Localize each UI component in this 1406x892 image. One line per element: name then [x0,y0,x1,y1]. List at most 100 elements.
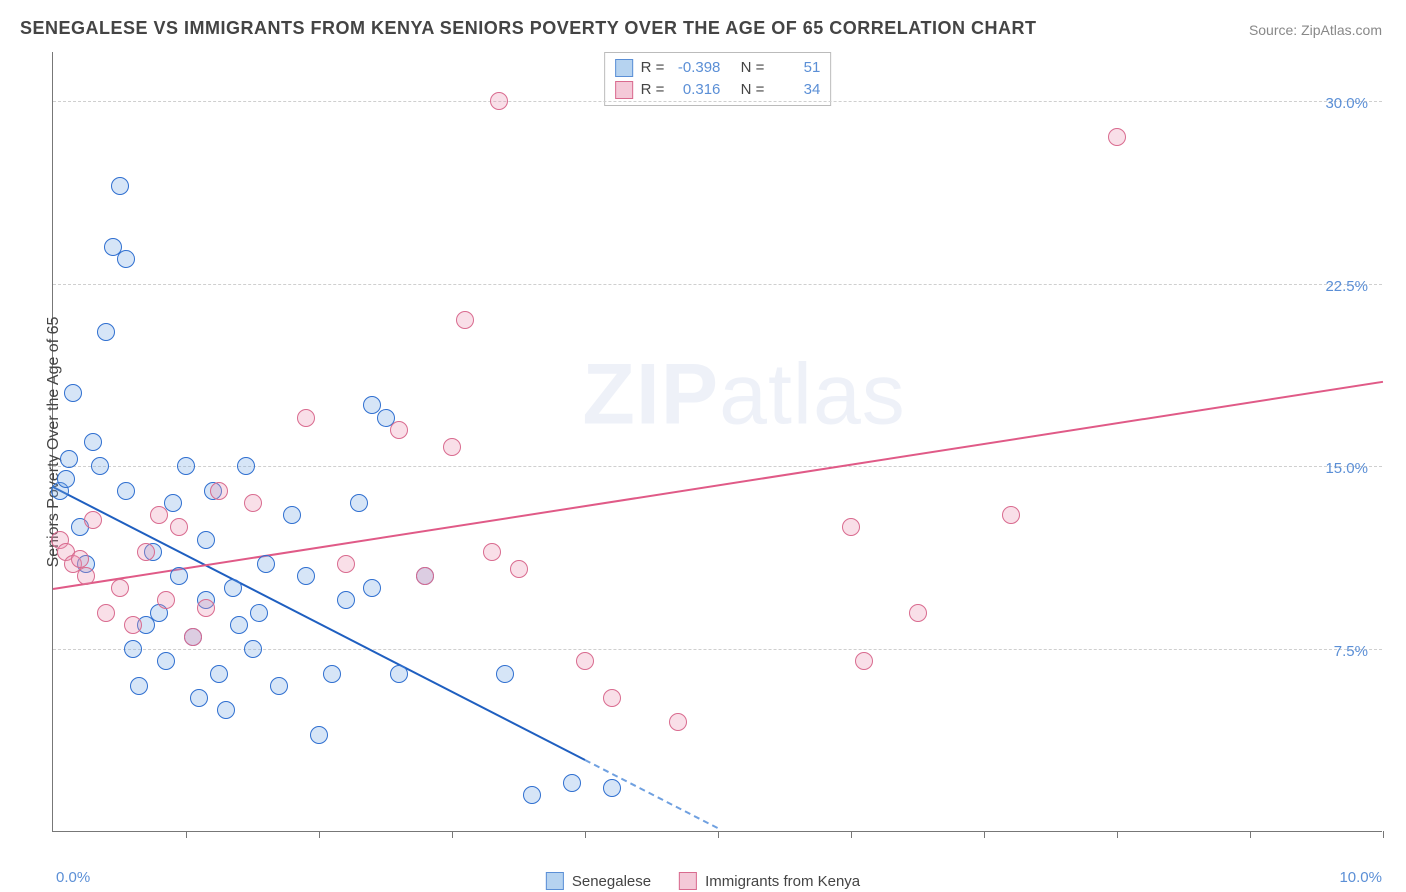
x-axis-min-label: 0.0% [56,869,90,886]
scatter-point [224,579,242,597]
legend-swatch-kenya [679,872,697,890]
scatter-point [97,604,115,622]
watermark-bold: ZIP [582,346,719,442]
y-tick-label: 30.0% [1325,95,1368,112]
scatter-point [350,494,368,512]
scatter-point [157,591,175,609]
stat-r-senegalese: -0.398 [672,57,720,79]
y-axis-label: Seniors Poverty Over the Age of 65 [45,316,63,567]
scatter-point [57,470,75,488]
x-tick-mark [984,831,985,838]
scatter-point [230,616,248,634]
scatter-point [157,652,175,670]
stats-legend-box: R = -0.398 N = 51 R = 0.316 N = 34 [604,52,832,106]
legend-item-senegalese: Senegalese [546,872,651,890]
scatter-point [77,567,95,585]
y-tick-label: 22.5% [1325,278,1368,295]
scatter-point [124,640,142,658]
scatter-point [210,665,228,683]
scatter-point [190,689,208,707]
scatter-point [909,604,927,622]
scatter-point [84,433,102,451]
scatter-point [250,604,268,622]
watermark-rest: atlas [719,346,906,442]
scatter-point [210,482,228,500]
scatter-point [323,665,341,683]
scatter-point [1002,506,1020,524]
scatter-point [483,543,501,561]
scatter-point [576,652,594,670]
scatter-point [197,599,215,617]
legend-item-kenya: Immigrants from Kenya [679,872,860,890]
x-tick-mark [452,831,453,838]
chart-title: SENEGALESE VS IMMIGRANTS FROM KENYA SENI… [20,18,1036,39]
swatch-senegalese [615,59,633,77]
gridline-h [53,101,1382,102]
scatter-point [97,323,115,341]
stat-n-kenya: 34 [772,79,820,101]
scatter-point [416,567,434,585]
scatter-point [244,640,262,658]
scatter-point [170,518,188,536]
legend-label-senegalese: Senegalese [572,873,651,890]
stats-row-senegalese: R = -0.398 N = 51 [615,57,821,79]
scatter-point [523,786,541,804]
scatter-point [603,689,621,707]
scatter-point [237,457,255,475]
x-tick-mark [1117,831,1118,838]
swatch-kenya [615,81,633,99]
scatter-point [117,482,135,500]
scatter-point [257,555,275,573]
x-tick-mark [319,831,320,838]
scatter-point [197,531,215,549]
scatter-point [456,311,474,329]
scatter-point [111,177,129,195]
scatter-point [117,250,135,268]
x-tick-mark [718,831,719,838]
legend-swatch-senegalese [546,872,564,890]
scatter-point [297,409,315,427]
scatter-point [496,665,514,683]
scatter-point [84,511,102,529]
y-tick-label: 7.5% [1334,643,1368,660]
scatter-point [310,726,328,744]
scatter-point [91,457,109,475]
scatter-point [64,384,82,402]
scatter-point [842,518,860,536]
y-tick-label: 15.0% [1325,460,1368,477]
scatter-point [124,616,142,634]
scatter-point [337,591,355,609]
scatter-point [297,567,315,585]
stat-n-label: N = [741,57,765,79]
stat-r-label: R = [641,79,665,101]
x-tick-mark [1383,831,1384,838]
scatter-point [669,713,687,731]
plot-area: ZIPatlas Seniors Poverty Over the Age of… [52,52,1382,832]
scatter-point [855,652,873,670]
x-tick-mark [186,831,187,838]
x-tick-mark [585,831,586,838]
trend-line [53,381,1383,590]
scatter-point [244,494,262,512]
gridline-h [53,284,1382,285]
scatter-point [390,421,408,439]
stat-r-kenya: 0.316 [672,79,720,101]
legend-label-kenya: Immigrants from Kenya [705,873,860,890]
scatter-point [150,506,168,524]
scatter-point [563,774,581,792]
stats-row-kenya: R = 0.316 N = 34 [615,79,821,101]
scatter-point [60,450,78,468]
source-label: Source: ZipAtlas.com [1249,22,1382,38]
x-tick-mark [851,831,852,838]
scatter-point [71,550,89,568]
scatter-point [443,438,461,456]
scatter-point [137,543,155,561]
scatter-point [603,779,621,797]
scatter-point [184,628,202,646]
scatter-point [270,677,288,695]
scatter-point [170,567,188,585]
chart-container: SENEGALESE VS IMMIGRANTS FROM KENYA SENI… [0,0,1406,892]
watermark: ZIPatlas [582,345,905,444]
scatter-point [217,701,235,719]
scatter-point [177,457,195,475]
